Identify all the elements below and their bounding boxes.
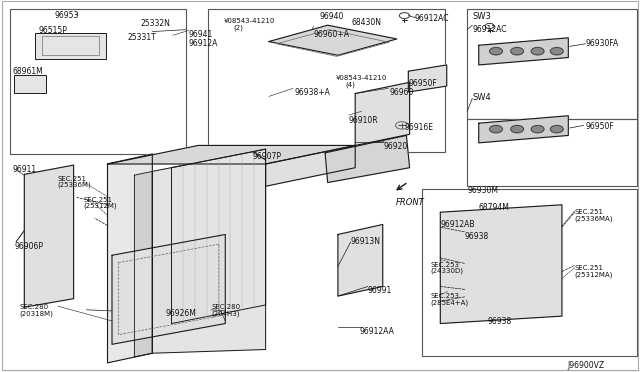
Text: 96950F: 96950F — [586, 122, 614, 131]
Text: 25331T: 25331T — [128, 33, 157, 42]
Text: 25332N: 25332N — [141, 19, 171, 28]
Polygon shape — [108, 154, 152, 363]
Text: FRONT: FRONT — [396, 199, 424, 208]
Text: 96940: 96940 — [320, 12, 344, 21]
Text: SW3: SW3 — [472, 12, 491, 21]
Text: 96960: 96960 — [389, 88, 413, 97]
Text: (20318M): (20318M) — [19, 311, 53, 317]
Polygon shape — [440, 205, 562, 324]
Bar — [208, 9, 445, 152]
Text: SEC.251: SEC.251 — [575, 209, 604, 215]
Polygon shape — [479, 116, 568, 143]
Circle shape — [490, 125, 502, 133]
Text: 96920: 96920 — [384, 142, 408, 151]
Text: (25336MA): (25336MA) — [575, 215, 613, 222]
Polygon shape — [24, 165, 74, 307]
Text: (285E4+A): (285E4+A) — [430, 299, 468, 306]
Circle shape — [550, 125, 563, 133]
Text: 96912AA: 96912AA — [360, 327, 394, 336]
Text: 96906P: 96906P — [14, 242, 43, 251]
Text: (24330D): (24330D) — [430, 268, 463, 275]
Polygon shape — [134, 171, 152, 357]
Text: 96938: 96938 — [465, 232, 489, 241]
Polygon shape — [112, 234, 225, 344]
Text: 96938+A: 96938+A — [294, 88, 330, 97]
Bar — [467, 119, 637, 186]
Text: (204H3): (204H3) — [211, 311, 240, 317]
Text: SEC.251: SEC.251 — [58, 176, 86, 182]
Bar — [10, 9, 186, 154]
Text: 96912AC: 96912AC — [472, 25, 507, 34]
Text: J96900VZ: J96900VZ — [568, 360, 605, 370]
Text: SEC.251: SEC.251 — [575, 265, 604, 271]
Text: 96911: 96911 — [13, 165, 37, 174]
Text: SEC.253: SEC.253 — [430, 262, 459, 267]
Text: 96913N: 96913N — [351, 237, 381, 246]
Text: SEC.280: SEC.280 — [211, 304, 241, 310]
Text: 96938: 96938 — [488, 317, 512, 326]
Text: 96950F: 96950F — [408, 78, 437, 88]
Circle shape — [531, 48, 544, 55]
Circle shape — [511, 48, 524, 55]
Polygon shape — [266, 145, 355, 186]
Text: SEC.253: SEC.253 — [430, 293, 459, 299]
Polygon shape — [338, 224, 383, 296]
Text: 96912AC: 96912AC — [415, 14, 449, 23]
Circle shape — [550, 48, 563, 55]
Text: 96930FA: 96930FA — [586, 39, 619, 48]
Bar — [42, 36, 99, 55]
Bar — [422, 189, 637, 356]
Circle shape — [490, 48, 502, 55]
Polygon shape — [108, 145, 355, 164]
Text: 96926M: 96926M — [165, 309, 196, 318]
Text: 96991: 96991 — [367, 286, 392, 295]
Polygon shape — [325, 135, 410, 183]
Text: (25312M): (25312M) — [83, 202, 117, 209]
Text: 96930M: 96930M — [467, 186, 498, 195]
Bar — [35, 33, 106, 59]
Circle shape — [511, 125, 524, 133]
Bar — [467, 9, 637, 119]
Text: 96960+A: 96960+A — [314, 30, 349, 39]
Text: ¥08543-41210: ¥08543-41210 — [224, 18, 275, 24]
Text: SEC.251: SEC.251 — [83, 197, 112, 203]
Text: 96515P: 96515P — [38, 26, 67, 35]
Text: (25312MA): (25312MA) — [575, 272, 613, 278]
Polygon shape — [152, 149, 266, 353]
Text: 96916E: 96916E — [404, 123, 433, 132]
Text: 96941: 96941 — [189, 30, 213, 39]
Text: 68794M: 68794M — [479, 203, 509, 212]
Text: 96953: 96953 — [54, 11, 79, 20]
Polygon shape — [479, 38, 568, 65]
Bar — [14, 75, 46, 93]
Text: 96910R: 96910R — [349, 116, 378, 125]
Text: 68430N: 68430N — [352, 18, 382, 27]
Text: SW4: SW4 — [472, 93, 491, 103]
Polygon shape — [355, 82, 410, 145]
Text: SEC.280: SEC.280 — [19, 304, 49, 310]
Text: ¥08543-41210: ¥08543-41210 — [336, 75, 387, 81]
Text: (25336M): (25336M) — [58, 182, 92, 188]
Text: (2): (2) — [234, 24, 243, 31]
Polygon shape — [408, 65, 447, 92]
Polygon shape — [172, 149, 266, 324]
Text: 68961M: 68961M — [13, 67, 44, 76]
Text: (4): (4) — [346, 81, 355, 88]
Text: 96912AB: 96912AB — [440, 219, 475, 229]
Circle shape — [531, 125, 544, 133]
Text: 96907P: 96907P — [253, 152, 282, 161]
Text: 96912A: 96912A — [189, 39, 218, 48]
Polygon shape — [269, 25, 397, 55]
